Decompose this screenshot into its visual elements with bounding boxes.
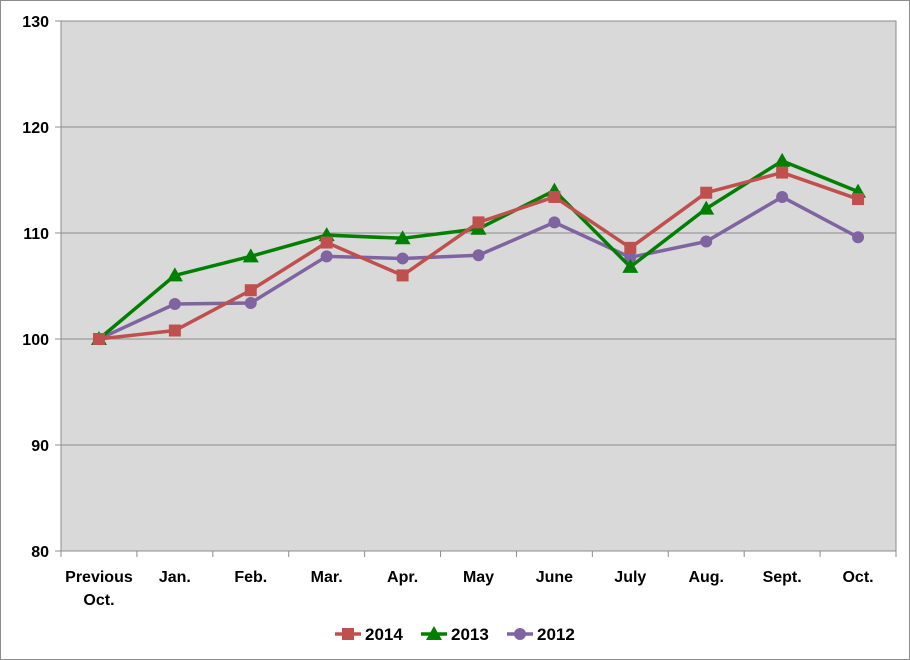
data-point-2012 [776,190,789,203]
x-tick-label: July [614,569,646,586]
data-point-2012 [168,298,181,311]
data-point-2013 [774,152,791,167]
data-point-2013 [698,200,715,215]
y-tick-label: 100 [22,332,49,349]
y-tick-label: 110 [23,226,49,243]
data-point-2012 [852,231,865,244]
data-point-2013 [622,258,639,273]
x-tick-label: Sept. [763,569,802,586]
legend-marker [342,628,354,640]
y-tick-label: 130 [22,14,49,31]
data-point-2014 [700,186,713,199]
legend-label: 2014 [365,625,403,644]
x-tick-label: Jan. [159,569,191,586]
data-point-2014 [396,269,409,282]
legend-item-2014: 2014 [335,625,403,644]
y-tick-label: 90 [31,438,49,455]
x-tick-label: Previous Oct. [65,569,133,609]
x-tick-label: Feb. [234,569,267,586]
data-point-2013 [242,248,259,263]
legend: 2014 2013 2012 [335,625,575,644]
x-tick-label: Apr. [387,569,418,586]
y-tick-label: 120 [22,120,49,137]
data-point-2012 [320,250,333,263]
legend-item-2013: 2013 [421,625,489,644]
x-tick-label: May [463,569,494,586]
data-point-2014 [776,166,789,179]
legend-label: 2012 [537,625,575,644]
data-point-2012 [700,235,713,248]
x-tick-label: Mar. [311,569,343,586]
data-point-2013 [166,267,183,282]
data-point-2012 [624,251,637,264]
data-point-2012 [472,249,485,262]
data-point-2014 [168,324,181,337]
data-point-2013 [394,230,411,245]
data-point-2014 [244,284,257,297]
legend-item-2012: 2012 [507,625,575,644]
data-point-2014 [320,236,333,249]
data-point-2012 [396,252,409,265]
data-point-2012 [244,296,257,309]
data-point-2014 [92,333,105,345]
data-point-2014 [472,216,485,229]
legend-label: 2013 [451,625,489,644]
plot-area [60,20,897,552]
x-tick-label: Aug. [688,569,724,586]
legend-marker [426,626,442,640]
series-2014 [92,166,865,345]
legend-marker [514,628,526,640]
data-point-2014 [624,241,637,254]
y-tick-label: 80 [31,544,49,561]
x-tick-label: Oct. [842,569,873,586]
x-tick-label: June [536,569,573,586]
data-point-2014 [852,193,865,206]
data-point-2014 [548,190,561,203]
data-point-2012 [548,216,561,229]
